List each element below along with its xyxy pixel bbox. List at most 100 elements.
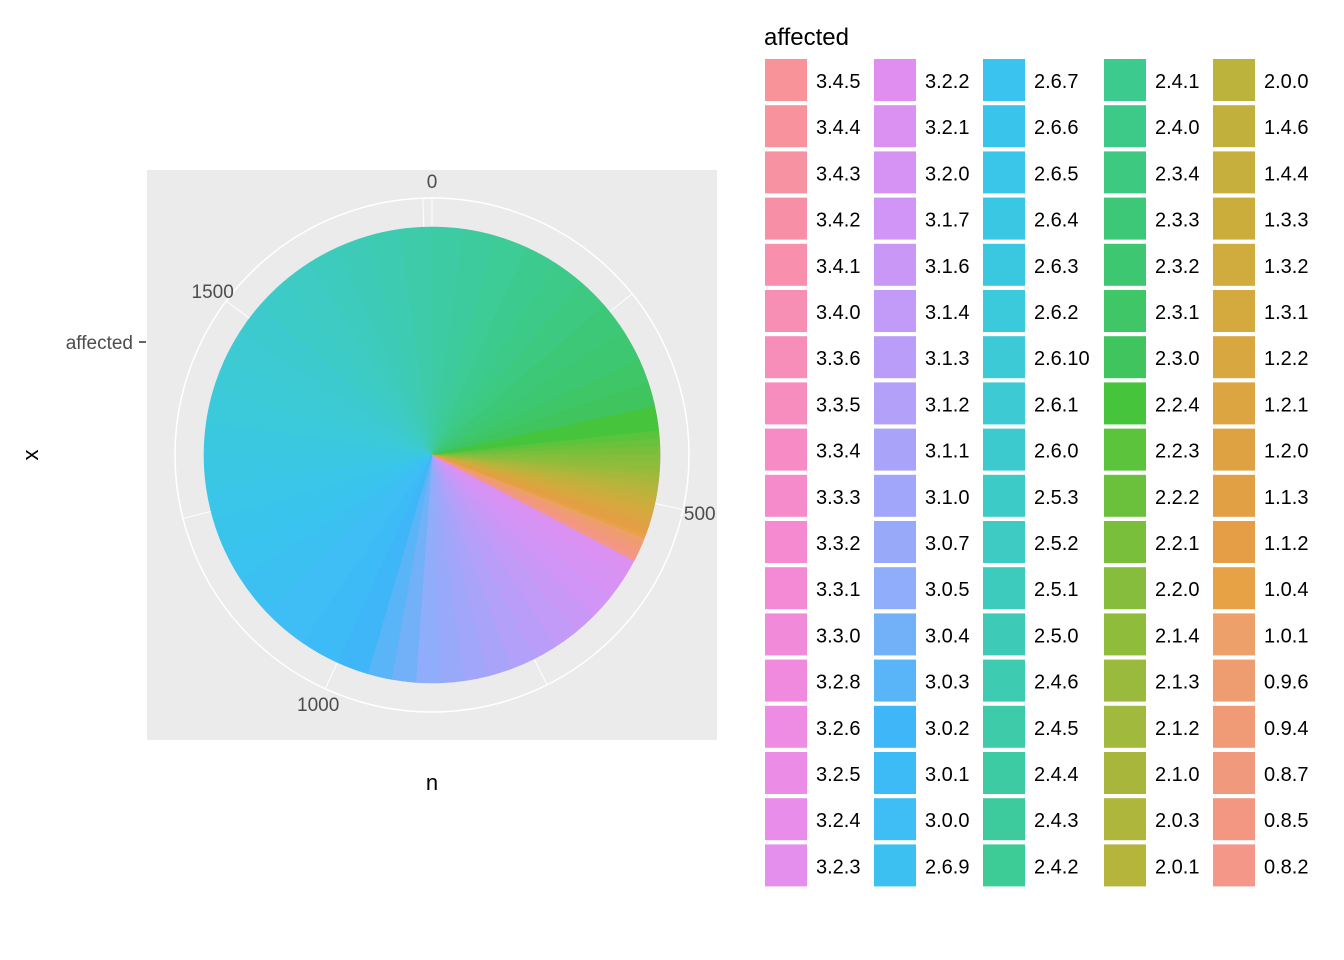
pie-slice-0.8.2 <box>431 454 637 562</box>
legend-label: 3.3.1 <box>816 579 860 601</box>
legend-label: 3.1.7 <box>925 210 969 232</box>
legend-label: 3.3.6 <box>816 348 860 370</box>
legend-label: 3.3.5 <box>816 394 860 416</box>
legend-label: 2.4.4 <box>1034 764 1078 786</box>
legend-label: 2.3.0 <box>1155 348 1199 370</box>
legend-key-1.3.2 <box>1213 243 1255 286</box>
legend-key-2.1.2 <box>1104 705 1146 748</box>
legend-label: 2.6.10 <box>1034 348 1090 370</box>
legend-key-2.2.3 <box>1104 428 1146 471</box>
legend-key-2.2.2 <box>1104 474 1146 517</box>
legend-key-1.2.0 <box>1213 428 1255 471</box>
legend-key-2.6.10 <box>983 336 1025 379</box>
legend-label: 1.2.1 <box>1264 394 1308 416</box>
legend-label: 3.3.3 <box>816 487 860 509</box>
legend-label: 3.2.2 <box>925 71 969 93</box>
legend-label: 0.9.4 <box>1264 718 1308 740</box>
legend-key-2.2.4 <box>1104 382 1146 425</box>
legend-key-0.9.6 <box>1213 659 1255 702</box>
legend-key-2.1.0 <box>1104 752 1146 794</box>
legend-label: 1.3.3 <box>1264 210 1308 232</box>
legend-key-2.4.2 <box>983 844 1025 887</box>
legend-label: 2.1.0 <box>1155 764 1199 786</box>
legend-key-3.4.3 <box>765 151 807 194</box>
legend-key-3.1.6 <box>874 243 916 286</box>
legend-label: 2.4.3 <box>1034 810 1078 832</box>
legend-label: 2.2.4 <box>1155 394 1199 416</box>
legend-key-3.0.1 <box>874 752 916 794</box>
pie-slices <box>203 226 661 684</box>
radial-ticks: 0 500 1000 1500 <box>192 172 716 716</box>
legend-key-0.8.2 <box>1213 844 1255 887</box>
legend-label: 2.2.1 <box>1155 533 1199 555</box>
legend-label: 2.4.6 <box>1034 672 1078 694</box>
legend-key-1.3.1 <box>1213 290 1255 332</box>
legend-key-2.0.1 <box>1104 844 1146 887</box>
legend-key-3.1.7 <box>874 197 916 240</box>
legend-label: 3.2.5 <box>816 764 860 786</box>
legend-key-0.9.4 <box>1213 705 1255 748</box>
legend-key-3.0.4 <box>874 613 916 656</box>
legend-key-2.4.1 <box>1104 59 1146 101</box>
legend-label: 3.0.0 <box>925 810 969 832</box>
legend-key-2.4.3 <box>983 798 1025 841</box>
legend-key-3.2.5 <box>765 752 807 794</box>
legend-label: 1.0.4 <box>1264 579 1308 601</box>
x-axis-title: x <box>18 450 43 461</box>
legend-key-3.0.7 <box>874 521 916 563</box>
legend-label: 3.4.4 <box>816 117 860 139</box>
legend-label: 3.4.0 <box>816 302 860 324</box>
legend-label: 1.2.2 <box>1264 348 1308 370</box>
legend-key-3.4.1 <box>765 243 807 286</box>
legend-label: 3.4.5 <box>816 71 860 93</box>
legend-key-2.6.0 <box>983 428 1025 471</box>
legend-label: 3.0.2 <box>925 718 969 740</box>
legend-label: 3.2.6 <box>816 718 860 740</box>
legend-label: 2.6.2 <box>1034 302 1078 324</box>
radial-tick-label: 500 <box>684 504 716 525</box>
legend-label: 2.5.2 <box>1034 533 1078 555</box>
legend-key-2.1.4 <box>1104 613 1146 656</box>
legend-key-3.2.6 <box>765 705 807 748</box>
legend-label: 2.0.3 <box>1155 810 1199 832</box>
legend-key-1.0.4 <box>1213 567 1255 610</box>
legend-label: 3.2.1 <box>925 117 969 139</box>
legend-label: 2.4.0 <box>1155 117 1199 139</box>
legend-key-3.2.1 <box>874 105 916 148</box>
legend-key-2.4.6 <box>983 659 1025 702</box>
legend-key-1.1.2 <box>1213 521 1255 563</box>
legend-label: 2.3.4 <box>1155 163 1199 185</box>
legend-label: 2.1.3 <box>1155 672 1199 694</box>
legend-key-3.2.3 <box>765 844 807 887</box>
legend-label: 3.4.3 <box>816 163 860 185</box>
legend-key-3.2.8 <box>765 659 807 702</box>
legend-label: 1.3.2 <box>1264 256 1308 278</box>
legend-key-3.4.2 <box>765 197 807 240</box>
legend-label: 2.1.4 <box>1155 625 1199 647</box>
legend-label: 2.6.1 <box>1034 394 1078 416</box>
legend-key-3.3.2 <box>765 521 807 563</box>
legend-label: 2.6.4 <box>1034 210 1078 232</box>
legend-key-2.3.0 <box>1104 336 1146 379</box>
radial-tick-label: 1500 <box>192 282 234 303</box>
legend-label: 2.6.7 <box>1034 71 1078 93</box>
legend-key-2.6.5 <box>983 151 1025 194</box>
legend-label: 3.4.1 <box>816 256 860 278</box>
legend-key-3.3.6 <box>765 336 807 379</box>
legend-key-2.2.1 <box>1104 521 1146 563</box>
legend-key-2.6.4 <box>983 197 1025 240</box>
legend-key-0.8.7 <box>1213 752 1255 794</box>
legend-key-2.4.5 <box>983 705 1025 748</box>
legend-key-1.2.1 <box>1213 382 1255 425</box>
legend-key-3.3.5 <box>765 382 807 425</box>
legend-label: 3.0.3 <box>925 672 969 694</box>
legend-label: 3.1.1 <box>925 441 969 463</box>
legend-label: 3.3.2 <box>816 533 860 555</box>
legend-key-1.0.1 <box>1213 613 1255 656</box>
legend-label: 1.4.6 <box>1264 117 1308 139</box>
legend-key-2.6.3 <box>983 243 1025 286</box>
legend-key-2.1.3 <box>1104 659 1146 702</box>
legend-key-2.3.3 <box>1104 197 1146 240</box>
legend-key-2.6.6 <box>983 105 1025 148</box>
